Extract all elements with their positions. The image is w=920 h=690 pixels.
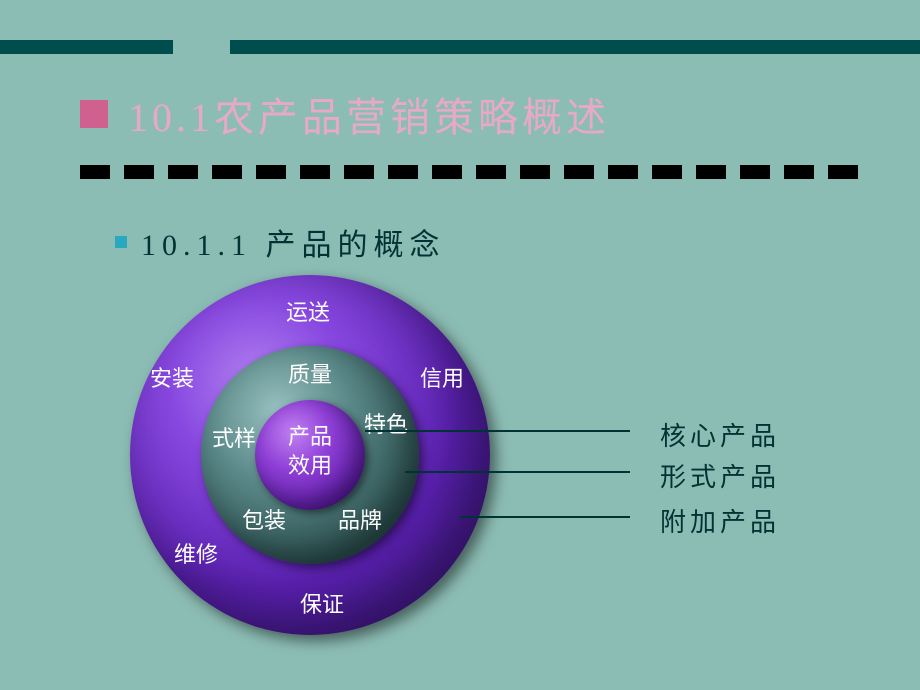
title-bullet-square	[80, 100, 108, 128]
concentric-diagram: 运送 信用 保证 安装 维修 质量 特色 品牌 包装 式样 产品 效用	[130, 275, 490, 635]
connector-core	[365, 430, 630, 432]
slide-title-row: 10.1农产品营销策略概述	[80, 85, 610, 143]
legend-form: 形式产品	[660, 457, 780, 494]
middle-label-bottom-right: 品牌	[338, 503, 382, 535]
subtitle-text: 10.1.1 产品的概念	[141, 220, 446, 264]
middle-label-right: 特色	[364, 407, 408, 439]
subtitle-bullet	[115, 236, 127, 248]
connector-augmented	[460, 516, 630, 518]
connector-form	[405, 471, 630, 473]
slide-title: 10.1农产品营销策略概述	[128, 85, 610, 143]
middle-label-top: 质量	[288, 357, 332, 389]
outer-label-bottom-left: 维修	[174, 537, 218, 569]
top-accent-band	[0, 40, 920, 54]
outer-label-right: 信用	[420, 361, 464, 393]
dashed-separator	[80, 165, 860, 179]
outer-label-left: 安装	[150, 361, 194, 393]
inner-label: 产品 效用	[288, 423, 332, 480]
inner-label-line1: 产品	[288, 423, 332, 452]
middle-label-left: 式样	[212, 421, 256, 453]
outer-label-bottom: 保证	[300, 587, 344, 619]
outer-label-top: 运送	[286, 295, 330, 327]
legend-core: 核心产品	[660, 416, 780, 453]
subtitle-row: 10.1.1 产品的概念	[115, 220, 446, 264]
legend-augmented: 附加产品	[660, 502, 780, 539]
inner-label-line2: 效用	[288, 452, 332, 481]
middle-label-bottom-left: 包装	[242, 503, 286, 535]
